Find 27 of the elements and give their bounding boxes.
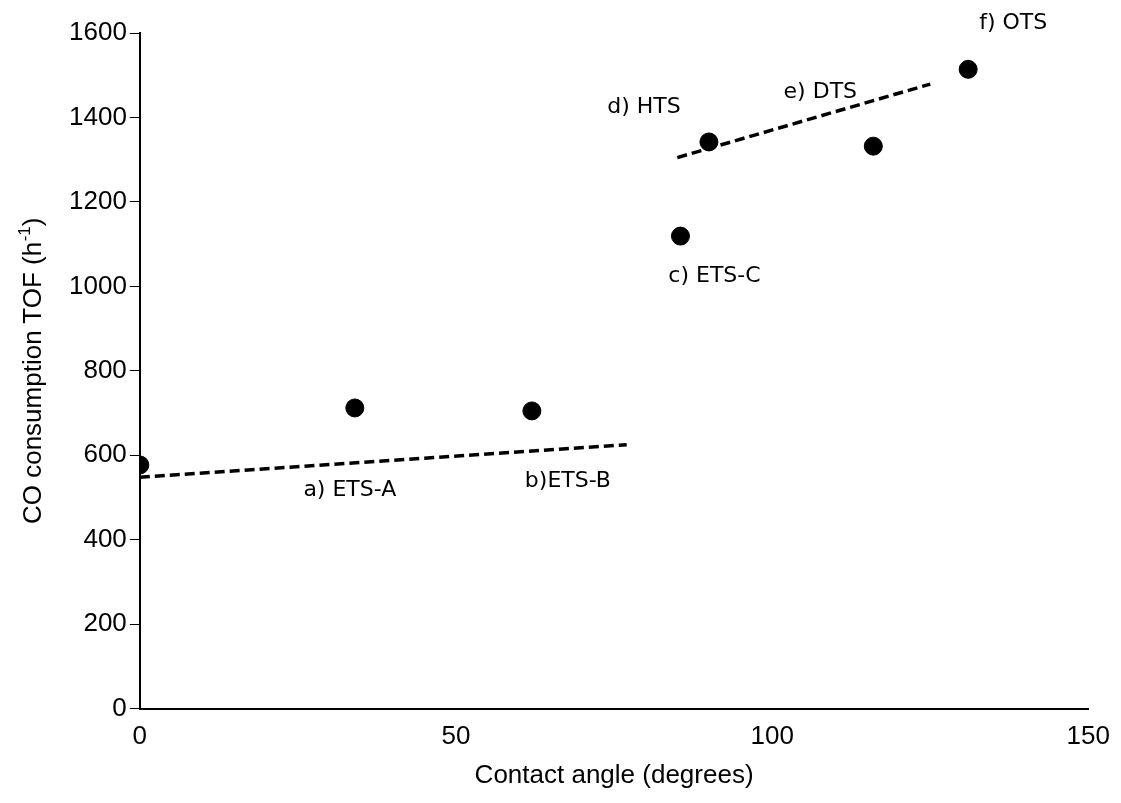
point (345, 398, 365, 418)
annotation: d) HTS (607, 92, 681, 118)
x-tick-label: 100 (750, 720, 794, 751)
annotation: c) ETS-C (668, 261, 761, 287)
point (863, 136, 883, 156)
y-tick-label: 600 (83, 438, 127, 469)
point (670, 226, 690, 246)
annotation: f) OTS (979, 9, 1048, 35)
y-tick-label: 800 (83, 353, 127, 384)
annotation: a) ETS-A (303, 475, 397, 501)
point (522, 401, 542, 421)
y-tick-label: 1000 (69, 269, 127, 300)
annotation: b)ETS-B (524, 466, 611, 492)
y-tick-label: 1200 (69, 185, 127, 216)
x-tick-label: 50 (441, 720, 471, 751)
y-tick-label: 0 (112, 691, 127, 722)
y-tick-label: 200 (83, 607, 127, 638)
x-tick-label: 150 (1066, 720, 1111, 751)
y-tick-label: 1400 (69, 100, 127, 131)
point (699, 132, 719, 152)
y-tick-label: 1600 (69, 16, 127, 47)
annotation: e) DTS (783, 77, 858, 103)
y-tick-label: 400 (83, 522, 127, 553)
y-axis-title: CO consumption TOF (h-1) (14, 217, 48, 525)
point (958, 59, 978, 79)
x-tick-label: 0 (132, 720, 148, 751)
x-axis-title: Contact angle (degrees) (474, 758, 754, 789)
